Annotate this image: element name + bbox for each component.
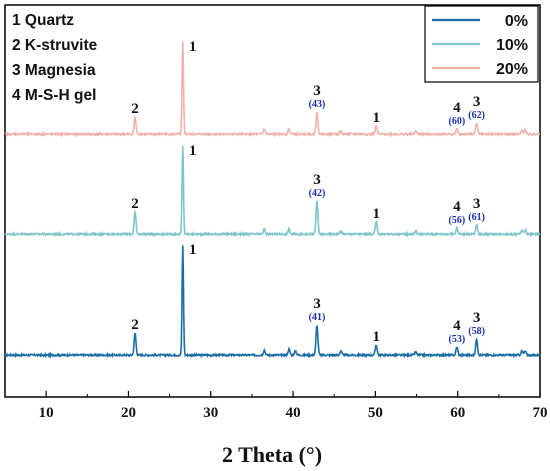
peak-sub-label: (61) [468,212,485,223]
series-line-0pct [4,245,541,359]
peak-sub-label: (43) [309,99,326,110]
phase-label: 4 M-S-H gel [12,87,96,104]
x-tick-label: 40 [286,405,301,421]
traces [4,41,541,359]
legend: 0% 10% 20% [424,5,539,83]
series-line-20pct [4,41,541,138]
peak-sub-label: (41) [309,312,326,323]
legend-entry: 0% [505,13,528,30]
peak-label: 4 [453,318,461,334]
peak-label: 3 [473,310,481,326]
peak-sub-label: (60) [449,116,466,127]
phase-label: 1 Quartz [12,12,74,29]
peak-label: 1 [189,39,197,55]
x-tick-label: 30 [203,405,218,421]
x-tick-label: 20 [121,405,136,421]
peak-label: 4 [453,199,461,215]
peak-label: 1 [372,206,380,222]
peak-label: 3 [473,94,481,110]
peak-sub-label: (42) [309,188,326,199]
peak-label: 2 [131,196,139,212]
legend-box [424,5,539,83]
legend-entry: 10% [496,37,528,54]
peak-sub-label: (56) [449,215,466,226]
x-tick-label: 70 [533,405,548,421]
x-tick-label: 60 [450,405,465,421]
series-line-10pct [4,146,541,238]
peak-label: 1 [189,242,197,258]
peak-sub-label: (62) [468,110,485,121]
phase-label: 2 K-struvite [12,37,98,54]
peak-sub-label: (58) [468,326,485,337]
legend-entry: 20% [496,61,528,78]
x-tick-label: 50 [368,405,383,421]
plot-frame [4,4,541,398]
peak-label: 3 [313,83,321,99]
x-tick-label: 10 [39,405,54,421]
peak-label: 1 [372,329,380,345]
peak-label: 1 [372,110,380,126]
annotations: 21(41)31 (53)4 (58)321(42)31 (56)4(61)321(4… [131,39,485,345]
peak-label: 3 [313,172,321,188]
phase-label: 3 Magnesia [12,62,96,79]
peak-sub-label: (53) [449,334,466,345]
peak-label: 1 [189,143,197,159]
peak-label: 2 [131,101,139,117]
peak-label: 3 [313,296,321,312]
x-axis-ticks: 10 20 30 40 50 60 70 [4,391,548,421]
peak-label: 2 [131,317,139,333]
x-axis-label: 2 Theta (°) [222,442,322,467]
peak-label: 3 [473,196,481,212]
peak-label: 4 [453,100,461,116]
phase-list: 1 Quartz 2 K-struvite 3 Magnesia 4 M-S-H ge… [12,12,98,104]
